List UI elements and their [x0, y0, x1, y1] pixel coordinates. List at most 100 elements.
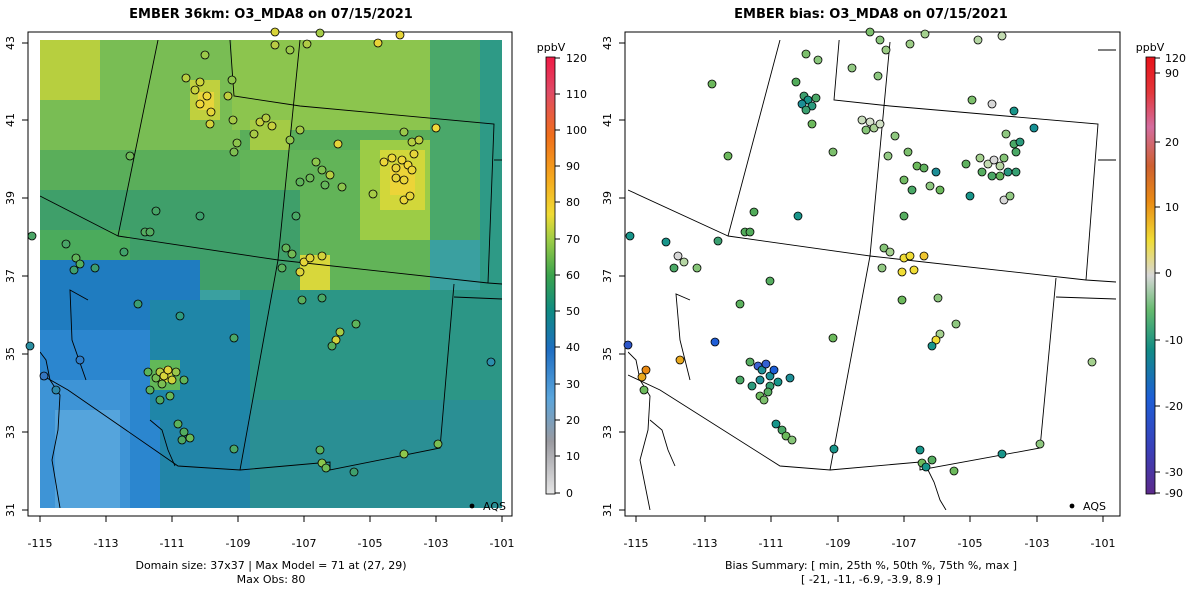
station [351, 319, 361, 329]
station [881, 45, 891, 55]
station [747, 381, 757, 391]
right-x-tick-label: -105 [958, 537, 983, 550]
right-colorbar-tick-label: -90 [1165, 487, 1183, 500]
station [765, 276, 775, 286]
station [975, 153, 985, 163]
station [205, 119, 215, 129]
station [281, 243, 291, 253]
station [915, 445, 925, 455]
station [173, 419, 183, 429]
right-y-axis [619, 42, 625, 511]
station [707, 79, 717, 89]
station [1011, 167, 1021, 177]
station [185, 433, 195, 443]
station [763, 387, 773, 397]
station [931, 167, 941, 177]
left-stations [25, 27, 496, 477]
station [905, 251, 915, 261]
station [897, 267, 907, 277]
left-x-axis [39, 516, 503, 522]
left-y-tick-label: 41 [4, 113, 17, 127]
station [749, 207, 759, 217]
station [949, 466, 959, 476]
right-footer-bias-header: Bias Summary: [ min, 25th %, 50th %, 75t… [725, 559, 1017, 572]
right-colorbar-unit: ppbV [1136, 41, 1165, 54]
station [865, 27, 875, 37]
station [321, 463, 331, 473]
station [679, 257, 689, 267]
station [399, 449, 409, 459]
station [961, 159, 971, 169]
station [285, 135, 295, 145]
station [1029, 123, 1039, 133]
right-footer-bias-values: [ -21, -11, -6.9, -3.9, 8.9 ] [801, 573, 941, 586]
station [875, 35, 885, 45]
station [305, 253, 315, 263]
station [151, 206, 161, 216]
station [206, 107, 216, 117]
station [167, 375, 177, 385]
station [277, 263, 287, 273]
left-colorbar-tick-label: 120 [566, 52, 587, 65]
right-x-tick-label: -111 [759, 537, 784, 550]
right-x-tick-label: -113 [693, 537, 718, 550]
left-y-tick-label: 43 [4, 36, 17, 50]
station [157, 379, 167, 389]
left-x-tick-label: -115 [28, 537, 53, 550]
station [967, 95, 977, 105]
station [1009, 106, 1019, 116]
left-x-tick-label: -113 [94, 537, 119, 550]
station [202, 91, 212, 101]
station [227, 75, 237, 85]
station [745, 227, 755, 237]
left-colorbar-tick-label: 50 [566, 305, 580, 318]
station [305, 173, 315, 183]
station [857, 115, 867, 125]
station [1015, 137, 1025, 147]
station [875, 119, 885, 129]
left-aqs-legend-marker [469, 503, 475, 509]
station [777, 425, 787, 435]
station [325, 170, 335, 180]
station [745, 357, 755, 367]
station [337, 182, 347, 192]
station [295, 267, 305, 277]
station [232, 138, 242, 148]
station [925, 181, 935, 191]
station [414, 135, 424, 145]
station [807, 119, 817, 129]
left-colorbar-tick-label: 60 [566, 269, 580, 282]
station [295, 125, 305, 135]
station [883, 151, 893, 161]
station [395, 30, 405, 40]
right-aqs-legend-label: AQS [1083, 500, 1106, 513]
station [295, 177, 305, 187]
right-y-tick-label: 33 [601, 425, 614, 439]
right-y-tick-label: 39 [601, 191, 614, 205]
station [391, 173, 401, 183]
station [349, 467, 359, 477]
station [921, 462, 931, 472]
station [387, 153, 397, 163]
left-panel: EMBER 36km: O3_MDA8 on 07/15/2021 [4, 7, 587, 586]
station [143, 367, 153, 377]
left-colorbar-tick-label: 20 [566, 414, 580, 427]
right-y-tick-label: 37 [601, 269, 614, 283]
station [877, 263, 887, 273]
station [75, 355, 85, 365]
station [397, 155, 407, 165]
station [171, 367, 181, 377]
station [255, 117, 265, 127]
station [995, 171, 1005, 181]
station [317, 165, 327, 175]
station [977, 167, 987, 177]
station [195, 77, 205, 87]
station [869, 123, 879, 133]
station [1011, 147, 1021, 157]
station [759, 395, 769, 405]
station [765, 371, 775, 381]
station [879, 243, 889, 253]
station [828, 147, 838, 157]
station [391, 163, 401, 173]
